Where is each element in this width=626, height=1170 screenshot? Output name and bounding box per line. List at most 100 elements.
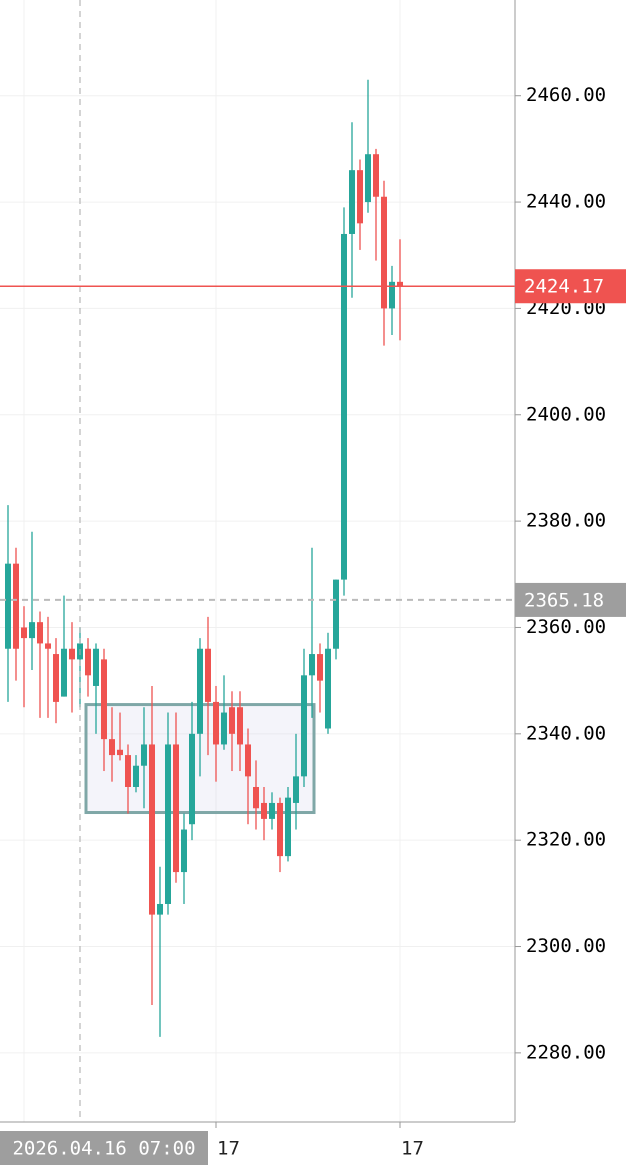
candle bbox=[229, 691, 235, 772]
candle bbox=[261, 786, 267, 841]
candle bbox=[85, 638, 91, 697]
candle-body bbox=[349, 170, 355, 234]
candle-body bbox=[277, 802, 283, 857]
candle bbox=[389, 265, 395, 336]
candle-body bbox=[181, 829, 187, 873]
candle bbox=[117, 712, 123, 761]
candle bbox=[349, 122, 355, 298]
y-tick-label: 2280.00 bbox=[526, 1041, 606, 1063]
candle bbox=[189, 701, 195, 841]
candle-body bbox=[309, 654, 315, 676]
candle-body bbox=[341, 233, 347, 580]
candle-body bbox=[389, 281, 395, 309]
candle-body bbox=[253, 786, 259, 809]
candle-body bbox=[5, 563, 11, 649]
candle bbox=[29, 531, 35, 671]
candle bbox=[237, 691, 243, 772]
candle bbox=[277, 797, 283, 873]
candle-body bbox=[293, 776, 299, 803]
candle bbox=[245, 728, 251, 825]
crosshair-price-box bbox=[515, 582, 626, 617]
candle-body bbox=[221, 712, 227, 745]
candle-body bbox=[165, 744, 171, 904]
candle bbox=[149, 685, 155, 1006]
candle-body bbox=[237, 707, 243, 745]
candle-body bbox=[245, 744, 251, 777]
candle bbox=[197, 638, 203, 777]
candle bbox=[69, 622, 75, 713]
candle bbox=[269, 792, 275, 830]
y-tick-label: 2400.00 bbox=[526, 403, 606, 425]
y-tick-label: 2340.00 bbox=[526, 722, 606, 744]
candle bbox=[325, 632, 331, 734]
candle bbox=[61, 595, 67, 697]
candle-body bbox=[301, 675, 307, 777]
last-price-label: 2424.17 bbox=[524, 276, 604, 298]
candle bbox=[293, 733, 299, 830]
candle-body bbox=[373, 154, 379, 197]
candle bbox=[53, 638, 59, 724]
candle-body bbox=[269, 802, 275, 819]
y-tick-label: 2380.00 bbox=[526, 510, 606, 532]
candle bbox=[125, 744, 131, 814]
candle bbox=[373, 148, 379, 261]
candle-body bbox=[197, 648, 203, 734]
candle-body bbox=[141, 744, 147, 766]
last-price-box bbox=[515, 269, 626, 304]
candle bbox=[381, 180, 387, 346]
candle-body bbox=[69, 648, 75, 660]
candle-body bbox=[85, 648, 91, 676]
y-tick-label: 2440.00 bbox=[526, 191, 606, 213]
candle-body bbox=[173, 744, 179, 873]
candle bbox=[285, 786, 291, 862]
candle bbox=[133, 755, 139, 793]
candle-body bbox=[109, 739, 115, 756]
candle-body bbox=[357, 170, 363, 224]
candle bbox=[173, 712, 179, 883]
crosshair-time-label: 2026.04.16 07:00 bbox=[12, 1138, 195, 1160]
crosshair-price-label: 2365.18 bbox=[524, 589, 604, 611]
candle bbox=[101, 648, 107, 772]
candle-body bbox=[205, 648, 211, 702]
candle-body bbox=[317, 654, 323, 681]
candle bbox=[93, 643, 99, 734]
candle-body bbox=[93, 648, 99, 686]
candle bbox=[365, 79, 371, 213]
candle bbox=[205, 616, 211, 756]
candle bbox=[397, 239, 403, 341]
y-tick-label: 2300.00 bbox=[526, 935, 606, 957]
candle bbox=[5, 505, 11, 702]
candle-body bbox=[365, 154, 371, 203]
candle-body bbox=[125, 755, 131, 787]
candle bbox=[333, 579, 339, 660]
candle bbox=[181, 813, 187, 904]
candle-body bbox=[21, 627, 27, 639]
candle bbox=[357, 159, 363, 250]
candle bbox=[165, 712, 171, 915]
candle bbox=[109, 707, 115, 782]
candle-body bbox=[325, 648, 331, 729]
candle bbox=[213, 685, 219, 782]
candle-body bbox=[149, 744, 155, 915]
candle-body bbox=[157, 903, 163, 915]
candle bbox=[317, 643, 323, 713]
candle bbox=[253, 760, 259, 830]
candle-body bbox=[133, 765, 139, 787]
candle bbox=[157, 866, 163, 1037]
candle bbox=[37, 611, 43, 718]
candle-body bbox=[229, 707, 235, 734]
candle-body bbox=[189, 733, 195, 825]
candle bbox=[221, 675, 227, 750]
candle-body bbox=[61, 648, 67, 697]
y-tick-label: 2360.00 bbox=[526, 616, 606, 638]
crosshair-time-box bbox=[0, 1131, 208, 1165]
candle bbox=[141, 707, 147, 809]
candle bbox=[341, 207, 347, 596]
candle-body bbox=[53, 654, 59, 702]
candle-body bbox=[397, 281, 403, 287]
candle-body bbox=[37, 622, 43, 644]
candle-body bbox=[29, 622, 35, 639]
candle-body bbox=[381, 196, 387, 309]
candle-body bbox=[213, 701, 219, 745]
